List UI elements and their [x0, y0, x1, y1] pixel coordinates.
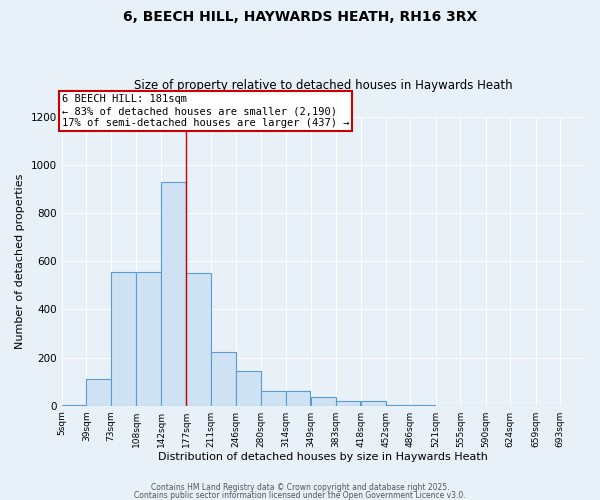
Title: Size of property relative to detached houses in Haywards Heath: Size of property relative to detached ho… — [134, 79, 512, 92]
Bar — [361, 401, 386, 406]
Bar — [386, 404, 410, 406]
Bar — [111, 272, 136, 406]
Bar — [286, 392, 310, 406]
Bar — [211, 352, 236, 406]
Bar — [236, 371, 261, 406]
Bar — [161, 182, 185, 406]
Bar — [136, 272, 161, 406]
Bar — [311, 398, 335, 406]
Bar — [261, 392, 286, 406]
Bar — [335, 401, 361, 406]
Bar — [187, 274, 211, 406]
Bar — [86, 379, 111, 406]
Bar — [62, 404, 86, 406]
Y-axis label: Number of detached properties: Number of detached properties — [15, 174, 25, 349]
Text: Contains HM Land Registry data © Crown copyright and database right 2025.: Contains HM Land Registry data © Crown c… — [151, 484, 449, 492]
X-axis label: Distribution of detached houses by size in Haywards Heath: Distribution of detached houses by size … — [158, 452, 488, 462]
Text: Contains public sector information licensed under the Open Government Licence v3: Contains public sector information licen… — [134, 490, 466, 500]
Text: 6 BEECH HILL: 181sqm
← 83% of detached houses are smaller (2,190)
17% of semi-de: 6 BEECH HILL: 181sqm ← 83% of detached h… — [62, 94, 349, 128]
Text: 6, BEECH HILL, HAYWARDS HEATH, RH16 3RX: 6, BEECH HILL, HAYWARDS HEATH, RH16 3RX — [123, 10, 477, 24]
